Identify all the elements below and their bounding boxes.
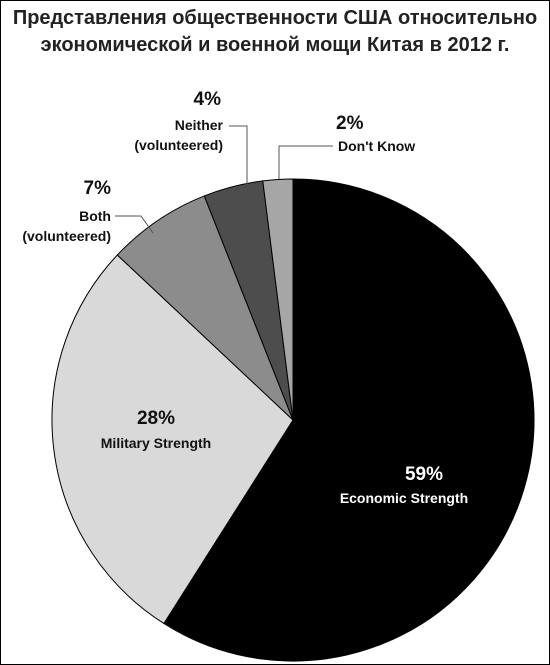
value-label: 2% <box>336 113 364 134</box>
category-label: Both (volunteered) <box>22 208 111 244</box>
value-label: 59% <box>404 464 444 485</box>
category-label: Military Strength <box>100 435 212 451</box>
pie-slice <box>51 254 294 625</box>
category-label: Economic Strength <box>339 490 469 506</box>
category-label: Neither (volunteered) <box>134 117 223 153</box>
category-label: Don't Know <box>338 138 416 154</box>
leader-line <box>115 215 154 234</box>
value-label: 28% <box>136 408 176 429</box>
leader-line <box>278 145 333 179</box>
pie-slice <box>262 178 294 421</box>
pie-slice <box>163 178 535 662</box>
value-label: 4% <box>193 89 221 110</box>
pie-slice <box>116 195 294 421</box>
leader-line <box>229 125 248 184</box>
value-label: 7% <box>83 178 111 199</box>
chart-title: Представления общественности США относит… <box>12 7 538 56</box>
